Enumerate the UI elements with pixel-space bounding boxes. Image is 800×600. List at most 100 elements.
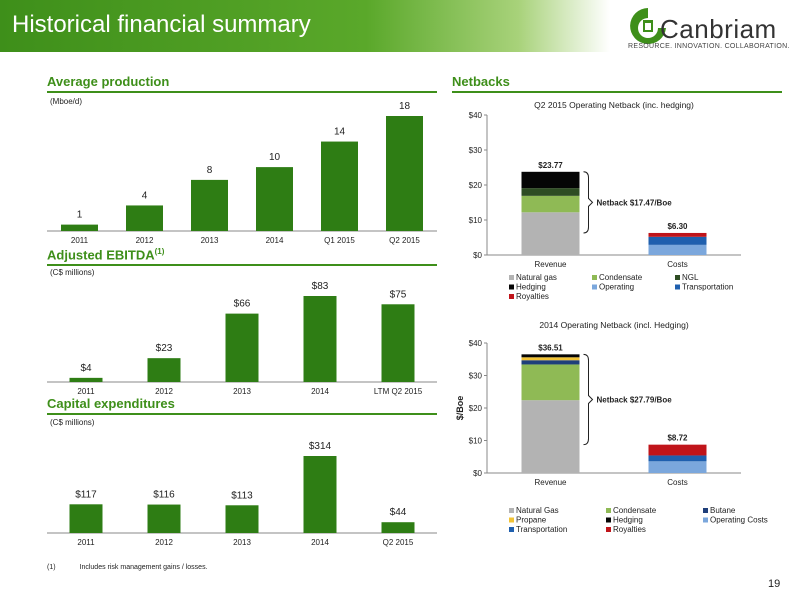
stack-segment: [648, 244, 707, 255]
y-tick-label: $30: [469, 146, 483, 155]
bar-value-label: $23: [156, 343, 173, 354]
y-tick-label: $10: [469, 216, 483, 225]
stack-segment: [648, 455, 707, 462]
bar: [147, 504, 181, 533]
stack-segment: [521, 357, 580, 361]
bar-total-label: $8.72: [667, 434, 688, 443]
netback-bracket: [583, 171, 594, 234]
legend-label: Condensate: [599, 273, 643, 282]
y-axis-title: $/Boe: [455, 396, 465, 421]
category-label: LTM Q2 2015: [374, 387, 423, 396]
bar: [225, 505, 259, 533]
legend-swatch: [606, 517, 611, 523]
bar: [256, 167, 293, 231]
bar-value-label: $66: [234, 299, 251, 310]
category-label: 2014: [266, 236, 284, 245]
bar-value-label: $44: [390, 507, 407, 518]
stack-segment: [521, 360, 580, 365]
bar-total-label: $36.51: [538, 343, 563, 352]
y-tick-label: $10: [469, 437, 483, 446]
category-label: Revenue: [534, 260, 567, 269]
chart-title: Q2 2015 Operating Netback (inc. hedging): [534, 100, 694, 110]
legend-label: Operating: [599, 283, 634, 292]
production-chart: 1 2011 4 2012 8 2013 10 2014 14 Q1 2015 18 Q2 2015: [47, 101, 437, 245]
legend-swatch: [592, 284, 597, 290]
legend-swatch: [606, 527, 611, 532]
y-tick-label: $40: [469, 111, 483, 120]
y-tick-label: $20: [469, 404, 483, 413]
bar-value-label: $83: [312, 281, 329, 292]
bar: [61, 224, 98, 231]
bar: [147, 358, 181, 382]
bar-value-label: $113: [231, 490, 253, 501]
page-title: Historical financial summary: [12, 11, 311, 38]
legend-label: Butane: [710, 506, 736, 515]
category-label: 2014: [311, 387, 329, 396]
ebitda-chart: $4 2011 $23 2012 $66 2013 $83 2014 $75 LTM Q2 201…: [47, 281, 437, 396]
bar: [303, 456, 337, 533]
bar-value-label: 1: [77, 210, 83, 221]
bar: [126, 205, 163, 231]
category-label: 2012: [155, 387, 173, 396]
netbacks-divider: [452, 91, 782, 93]
page-number: 19: [768, 578, 781, 590]
category-label: 2012: [155, 538, 173, 547]
footnote-text: Includes risk management gains / losses.: [79, 564, 208, 571]
y-tick-label: $20: [469, 181, 483, 190]
bar: [381, 304, 415, 382]
legend-swatch: [592, 275, 597, 280]
legend-label: Natural Gas: [516, 506, 559, 515]
bar: [225, 313, 259, 382]
bar-total-label: $23.77: [538, 161, 563, 170]
bar: [381, 522, 415, 533]
bar-value-label: 8: [207, 165, 213, 176]
footnote-marker: (1): [47, 564, 56, 571]
stack-segment: [521, 195, 580, 213]
bar-value-label: $117: [75, 489, 97, 500]
legend-label: Propane: [516, 516, 547, 525]
stack-segment: [521, 188, 580, 196]
legend-swatch: [703, 508, 708, 513]
bar-value-label: $314: [309, 441, 332, 452]
stack-segment: [521, 400, 580, 473]
production-section-title: Average production: [47, 74, 170, 89]
netbacks-section-title: Netbacks: [452, 74, 510, 89]
legend-swatch: [509, 527, 514, 532]
legend-label: Hedging: [613, 516, 643, 525]
netback-q2-chart: Q2 2015 Operating Netback (inc. hedging)…: [469, 100, 741, 301]
logo-wordmark: Canbriam: [660, 14, 777, 44]
legend-swatch: [606, 508, 611, 513]
logo-tagline: RESOURCE. INNOVATION. COLLABORATION.: [628, 43, 790, 50]
production-unit-label: (Mboe/d): [50, 97, 83, 106]
capex-section-title: Capital expenditures: [47, 396, 175, 411]
bar-value-label: 4: [142, 190, 148, 201]
ebitda-footnote-marker: (1): [154, 247, 165, 256]
bar-value-label: 10: [269, 152, 281, 163]
bar: [191, 179, 228, 231]
category-label: Q1 2015: [324, 236, 355, 245]
header-bar: Historical financial summary: [0, 0, 610, 52]
netback-annotation: Netback $17.47/Boe: [597, 198, 673, 207]
capex-chart: $117 2011 $116 2012 $113 2013 $314 2014 $44 Q2 20…: [47, 441, 437, 547]
category-label: 2013: [201, 236, 219, 245]
bar-value-label: $116: [153, 490, 175, 501]
bar: [69, 504, 103, 533]
bar-value-label: 14: [334, 127, 346, 138]
netback-2014-chart: 2014 Operating Netback (incl. Hedging) $/…: [455, 320, 768, 534]
legend-label: Royalties: [613, 525, 646, 534]
canbriam-logo-icon: [630, 8, 666, 44]
legend-label: Royalties: [516, 292, 549, 301]
category-label: Q2 2015: [389, 236, 420, 245]
netback-bracket: [583, 353, 594, 446]
bar-total-label: $6.30: [667, 222, 688, 231]
category-label: Q2 2015: [383, 538, 414, 547]
stack-segment: [648, 236, 707, 245]
production-divider: [47, 91, 437, 93]
ebitda-title-text: Adjusted EBITDA: [47, 247, 155, 263]
stack-segment: [521, 354, 580, 358]
legend-swatch: [509, 275, 514, 280]
category-label: 2011: [77, 387, 95, 396]
category-label: Costs: [667, 260, 687, 269]
stack-segment: [521, 171, 580, 189]
legend-swatch: [509, 517, 514, 523]
